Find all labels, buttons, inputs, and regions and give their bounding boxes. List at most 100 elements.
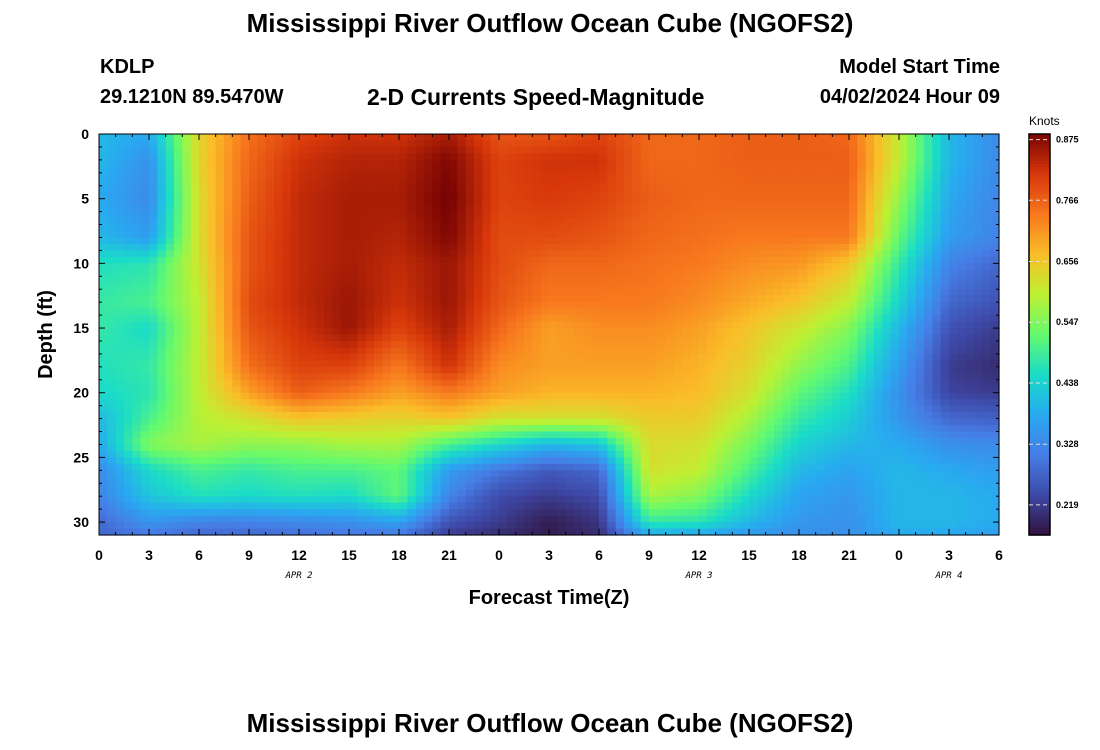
heatmap-cell	[215, 470, 225, 478]
heatmap-cell	[465, 340, 475, 349]
heatmap-cell	[599, 295, 608, 303]
heatmap-cell	[707, 470, 717, 478]
heatmap-cell	[532, 302, 542, 310]
heatmap-cell	[224, 250, 233, 258]
heatmap-cell	[590, 231, 600, 239]
heatmap-cell	[740, 437, 750, 446]
heatmap-cell	[249, 476, 258, 484]
heatmap-cell	[757, 399, 767, 407]
heatmap-cell	[357, 250, 367, 258]
heatmap-cell	[699, 353, 708, 361]
heatmap-cell	[599, 483, 608, 491]
heatmap-cell	[740, 308, 750, 316]
heatmap-cell	[649, 146, 658, 155]
heatmap-cell	[365, 483, 375, 491]
heatmap-cell	[649, 450, 658, 458]
heatmap-cell	[457, 302, 467, 310]
heatmap-cell	[199, 444, 208, 452]
heatmap-cell	[365, 153, 375, 161]
heatmap-cell	[674, 515, 683, 523]
heatmap-cell	[349, 269, 358, 277]
heatmap-cell	[182, 528, 192, 536]
heatmap-cell	[199, 328, 208, 336]
heatmap-cell	[257, 263, 267, 271]
heatmap-cell	[649, 522, 658, 530]
heatmap-cell	[107, 509, 117, 517]
heatmap-cell	[432, 315, 442, 323]
heatmap-cell	[590, 489, 600, 497]
heatmap-cell	[224, 185, 233, 193]
heatmap-cell	[649, 256, 658, 264]
heatmap-cell	[715, 211, 725, 219]
heatmap-cell	[240, 347, 250, 355]
heatmap-cell	[699, 250, 708, 258]
heatmap-cell	[565, 134, 575, 142]
heatmap-cell	[474, 231, 483, 239]
heatmap-cell	[274, 192, 283, 200]
heatmap-cell	[282, 146, 292, 155]
heatmap-cell	[390, 146, 400, 155]
heatmap-cell	[265, 134, 275, 142]
heatmap-cell	[324, 463, 333, 471]
heatmap-cell	[332, 166, 342, 174]
heatmap-cell	[599, 360, 608, 368]
heatmap-cell	[457, 502, 467, 510]
heatmap-cell	[207, 463, 217, 471]
heatmap-cell	[665, 425, 675, 433]
heatmap-cell	[424, 276, 433, 284]
heatmap-cell	[349, 205, 358, 213]
heatmap-cell	[415, 502, 425, 510]
heatmap-cell	[365, 450, 375, 458]
heatmap-cell	[207, 134, 217, 142]
heatmap-cell	[357, 399, 367, 407]
heatmap-cell	[457, 159, 467, 167]
heatmap-cell	[432, 218, 442, 226]
heatmap-cell	[215, 231, 225, 239]
heatmap-cell	[765, 276, 775, 284]
heatmap-cell	[749, 140, 758, 148]
heatmap-cell	[307, 231, 317, 239]
heatmap-cell	[249, 295, 258, 303]
heatmap-cell	[332, 185, 342, 193]
heatmap-cell	[224, 211, 233, 219]
heatmap-cell	[374, 483, 383, 491]
heatmap-cell	[274, 231, 283, 239]
heatmap-cell	[524, 295, 533, 303]
heatmap-cell	[265, 450, 275, 458]
heatmap-cell	[515, 450, 525, 458]
heatmap-cell	[499, 412, 508, 420]
heatmap-cell	[290, 444, 300, 452]
heatmap-cell	[132, 166, 142, 174]
heatmap-cell	[457, 140, 467, 148]
heatmap-cell	[757, 405, 767, 413]
heatmap-cell	[274, 502, 283, 510]
heatmap-cell	[215, 140, 225, 148]
heatmap-cell	[457, 515, 467, 523]
heatmap-cell	[449, 205, 458, 213]
heatmap-cell	[449, 502, 458, 510]
heatmap-cell	[732, 243, 742, 252]
heatmap-cell	[332, 366, 342, 374]
heatmap-cell	[599, 509, 608, 517]
heatmap-cell	[757, 198, 767, 206]
heatmap-cell	[107, 263, 117, 271]
heatmap-cell	[674, 386, 683, 394]
heatmap-cell	[299, 308, 308, 316]
heatmap-cell	[465, 198, 475, 206]
heatmap-cell	[490, 353, 500, 361]
heatmap-cell	[299, 476, 308, 484]
heatmap-cell	[257, 321, 267, 329]
heatmap-cell	[215, 509, 225, 517]
heatmap-cell	[157, 437, 167, 446]
heatmap-cell	[132, 224, 142, 232]
heatmap-cell	[649, 218, 658, 226]
heatmap-cell	[649, 412, 658, 420]
heatmap-cell	[640, 399, 650, 407]
heatmap-cell	[124, 231, 133, 239]
heatmap-cell	[682, 366, 692, 374]
heatmap-cell	[307, 470, 317, 478]
heatmap-cell	[724, 483, 733, 491]
heatmap-cell	[182, 522, 192, 530]
heatmap-cell	[599, 134, 608, 142]
heatmap-cell	[390, 457, 400, 465]
